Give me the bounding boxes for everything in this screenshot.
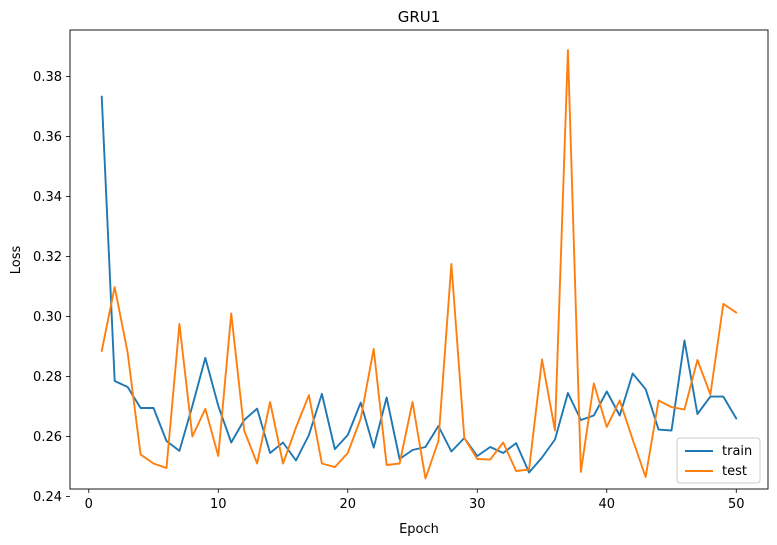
legend-train-label: train (722, 444, 752, 459)
y-axis-title: Loss (9, 246, 24, 275)
series-line-test (100, 49, 738, 480)
y-tick-label: 0.36 (33, 130, 62, 145)
y-tick-label: 0.38 (33, 70, 62, 85)
tick-layer: 0 10 20 30 40 50 0.24 0.26 0.28 0.30 0.32 0.34 0.36 0… (33, 70, 744, 512)
series-line-train (100, 95, 738, 474)
y-tick-label: 0.26 (33, 430, 62, 445)
legend-test-label: test (722, 464, 747, 479)
x-tick-label: 40 (599, 497, 616, 512)
y-tick-label: 0.24 (33, 490, 62, 505)
legend: train test (676, 437, 761, 484)
y-tick-label: 0.30 (33, 310, 62, 325)
x-axis-title: Epoch (399, 522, 439, 537)
y-tick-label: 0.28 (33, 370, 62, 385)
series-layer (100, 49, 738, 480)
x-tick-label: 10 (210, 497, 227, 512)
x-tick-label: 50 (728, 497, 745, 512)
plot-frame (69, 29, 769, 490)
y-tick-label: 0.32 (33, 250, 62, 265)
x-tick-label: 0 (85, 497, 93, 512)
x-tick-label: 30 (469, 497, 486, 512)
chart-title: GRU1 (398, 8, 441, 26)
y-tick-label: 0.34 (33, 190, 62, 205)
x-tick-label: 20 (340, 497, 357, 512)
